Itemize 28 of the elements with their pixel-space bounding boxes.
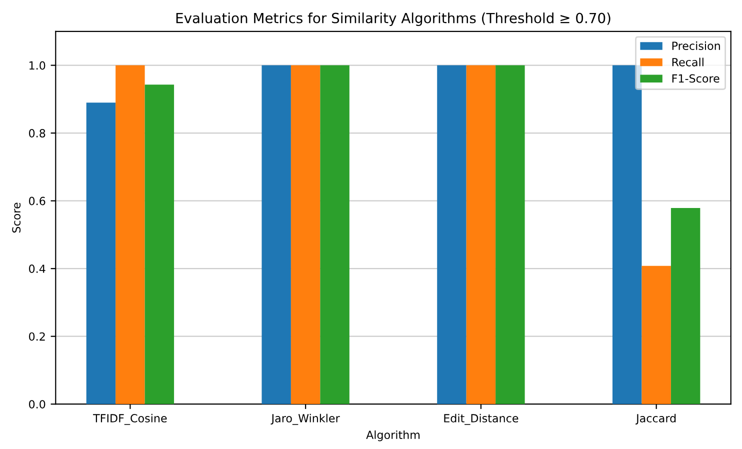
bar	[144, 84, 174, 404]
bar	[496, 65, 525, 404]
legend-label: Precision	[672, 41, 720, 50]
x-tick-label: Jaro_Winkler	[270, 414, 340, 425]
bar	[262, 65, 291, 404]
x-tick-label: TFIDF_Cosine	[93, 414, 167, 425]
y-tick-label: 0.6	[28, 196, 46, 206]
bar	[612, 65, 642, 404]
y-tick-label: 0.0	[28, 400, 46, 408]
bar	[670, 208, 700, 404]
chart-title: Evaluation Metrics for Similarity Algorithms (Threshold ≥ 0.70)	[176, 12, 610, 26]
bar	[320, 65, 350, 404]
bar	[466, 65, 496, 404]
y-axis-title: Score	[12, 202, 21, 233]
y-tick-label: 0.8	[28, 129, 46, 138]
legend-label: Recall	[672, 58, 704, 66]
bar	[642, 266, 671, 404]
legend-label: F1-Score	[672, 74, 720, 83]
bar	[437, 65, 466, 404]
x-tick-label: Jaccard	[635, 414, 676, 424]
y-tick-label: 1.0	[29, 61, 46, 70]
bar	[290, 65, 320, 404]
y-tick-label: 0.4	[28, 264, 46, 273]
x-axis-title: Algorithm	[366, 430, 420, 442]
x-tick-label: Edit_Distance	[444, 414, 518, 425]
bar	[86, 102, 116, 404]
y-tick-label: 0.2	[28, 332, 45, 341]
bar	[116, 65, 145, 404]
